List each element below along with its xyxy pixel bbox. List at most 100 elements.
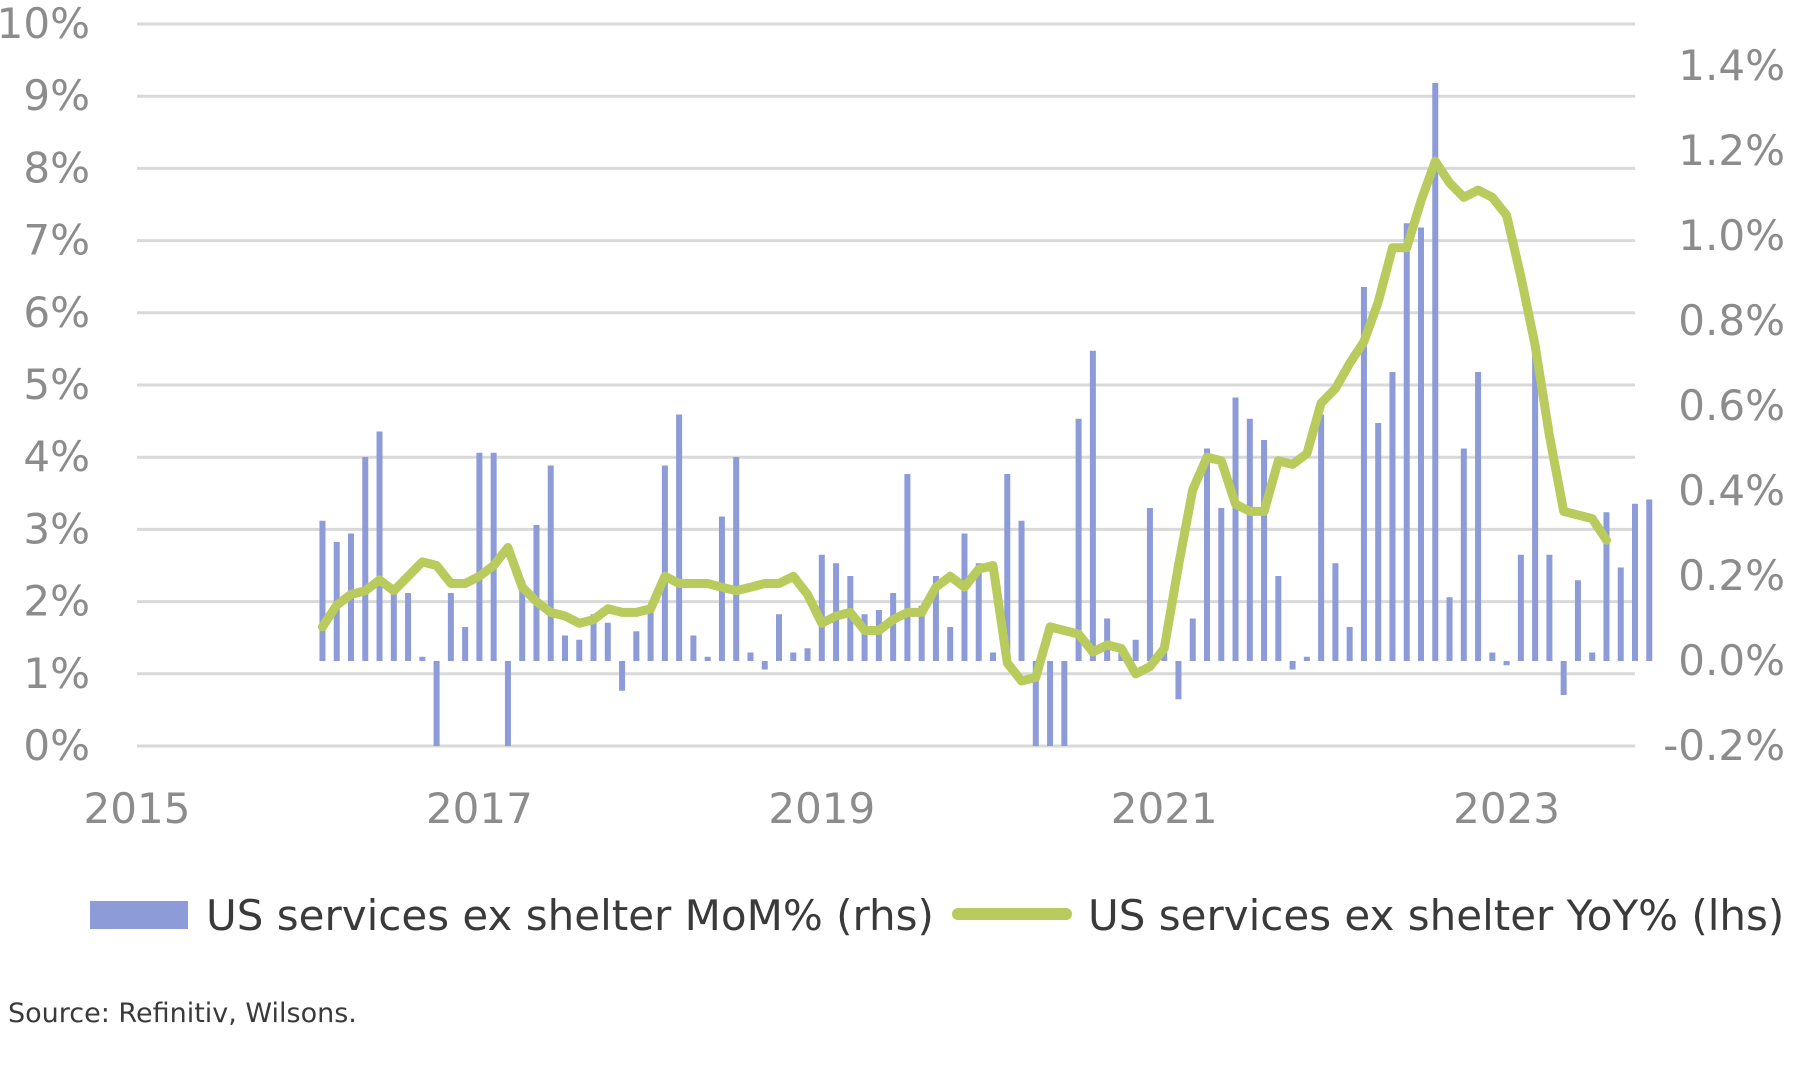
yoy-line xyxy=(318,156,1611,686)
legend-label-mom: US services ex shelter MoM% (rhs) xyxy=(206,891,934,940)
mom-bar xyxy=(1246,418,1253,661)
left-tick-label: 4% xyxy=(23,432,90,481)
mom-bars xyxy=(319,83,1653,746)
mom-bar xyxy=(647,610,654,661)
right-tick-label: 0.0% xyxy=(1678,636,1785,685)
mom-bar xyxy=(690,635,697,661)
mom-bar xyxy=(818,554,825,661)
mom-bar xyxy=(1032,661,1039,746)
left-tick-label: 2% xyxy=(23,577,90,626)
mom-bar xyxy=(405,593,412,661)
right-axis-ticks: -0.2% 0.0% 0.2% 0.4% 0.6% 0.8% 1.0% 1.2% 1.4% xyxy=(1663,41,1785,770)
left-tick-label: 3% xyxy=(23,504,90,553)
mom-bar xyxy=(576,639,583,661)
mom-bar xyxy=(1489,652,1496,661)
mom-bar xyxy=(790,652,797,661)
mom-bar xyxy=(1403,223,1410,661)
mom-bar xyxy=(1132,639,1139,661)
right-tick-label: 1.0% xyxy=(1678,211,1785,260)
mom-bar xyxy=(1075,418,1082,661)
mom-bar xyxy=(1175,661,1182,700)
mom-bar xyxy=(947,627,954,661)
mom-bar xyxy=(1018,520,1025,661)
mom-bar xyxy=(1574,580,1581,661)
left-tick-label: 9% xyxy=(23,71,90,120)
mom-bar xyxy=(1603,512,1610,661)
mom-bar xyxy=(1503,661,1510,666)
mom-bar xyxy=(676,414,683,661)
x-tick-label: 2023 xyxy=(1453,784,1560,833)
mom-bar xyxy=(1218,508,1225,661)
mom-bar xyxy=(447,593,454,661)
mom-bar xyxy=(904,474,911,661)
mom-bar xyxy=(419,656,426,661)
mom-bar xyxy=(1047,661,1054,746)
legend: US services ex shelter MoM% (rhs) US ser… xyxy=(90,891,1784,940)
mom-bar xyxy=(390,584,397,661)
right-tick-label: 1.4% xyxy=(1678,41,1785,90)
left-tick-label: 7% xyxy=(23,216,90,265)
mom-bar xyxy=(761,661,768,670)
x-tick-label: 2015 xyxy=(84,784,191,833)
source-note: Source: Refinitiv, Wilsons. xyxy=(8,998,357,1029)
mom-bar xyxy=(1232,397,1239,661)
legend-label-yoy: US services ex shelter YoY% (lhs) xyxy=(1088,891,1784,940)
right-tick-label: 0.4% xyxy=(1678,466,1785,515)
mom-bar xyxy=(1589,652,1596,661)
mom-bar xyxy=(1446,597,1453,661)
mom-bar xyxy=(747,652,754,661)
right-tick-label: 0.6% xyxy=(1678,381,1785,430)
mom-bar xyxy=(1560,661,1567,695)
mom-bar xyxy=(1275,576,1282,661)
mom-bar xyxy=(519,580,526,661)
x-tick-label: 2019 xyxy=(768,784,875,833)
mom-bar xyxy=(776,614,782,661)
left-tick-label: 8% xyxy=(23,143,90,192)
mom-bar xyxy=(875,610,882,661)
mom-bar xyxy=(918,605,925,661)
mom-bar xyxy=(1532,346,1539,661)
mom-bar xyxy=(1346,627,1353,661)
mom-bar xyxy=(1632,503,1638,661)
mom-bar xyxy=(1261,440,1268,661)
mom-bar xyxy=(504,661,511,746)
mom-bar xyxy=(1546,554,1553,661)
mom-bar xyxy=(1289,661,1296,670)
mom-bar xyxy=(661,465,668,661)
mom-bar xyxy=(1318,414,1325,661)
mom-bar xyxy=(547,465,554,661)
right-tick-label: 0.8% xyxy=(1678,296,1785,345)
x-tick-label: 2021 xyxy=(1111,784,1218,833)
mom-bar xyxy=(1360,287,1367,661)
mom-bar xyxy=(932,576,939,661)
mom-bar xyxy=(633,631,640,661)
left-tick-label: 6% xyxy=(23,288,90,337)
mom-bar xyxy=(1617,567,1624,661)
mom-bar xyxy=(861,614,868,661)
legend-swatch-mom xyxy=(90,901,188,929)
mom-bar xyxy=(319,520,326,661)
right-tick-label: 1.2% xyxy=(1678,126,1785,175)
mom-bar xyxy=(1189,618,1196,661)
mom-bar xyxy=(462,627,469,661)
mom-bar xyxy=(890,593,897,661)
mom-bar xyxy=(1432,83,1439,661)
mom-bar xyxy=(1475,372,1482,661)
left-tick-label: 1% xyxy=(23,649,90,698)
left-tick-label: 5% xyxy=(23,360,90,409)
x-tick-label: 2017 xyxy=(426,784,533,833)
mom-bar xyxy=(490,452,497,661)
mom-bar xyxy=(1460,448,1467,661)
mom-bar xyxy=(1104,618,1111,661)
mom-bar xyxy=(1646,499,1653,661)
gridlines xyxy=(137,22,1635,748)
mom-bar xyxy=(733,457,740,661)
x-axis-ticks: 2015 2017 2019 2021 2023 xyxy=(84,784,1560,833)
mom-bar xyxy=(1389,372,1396,661)
mom-bar xyxy=(1375,423,1382,661)
mom-bar xyxy=(1089,350,1096,661)
mom-bar xyxy=(1204,448,1210,661)
mom-bar xyxy=(1004,474,1011,661)
mom-bar xyxy=(1418,227,1424,661)
